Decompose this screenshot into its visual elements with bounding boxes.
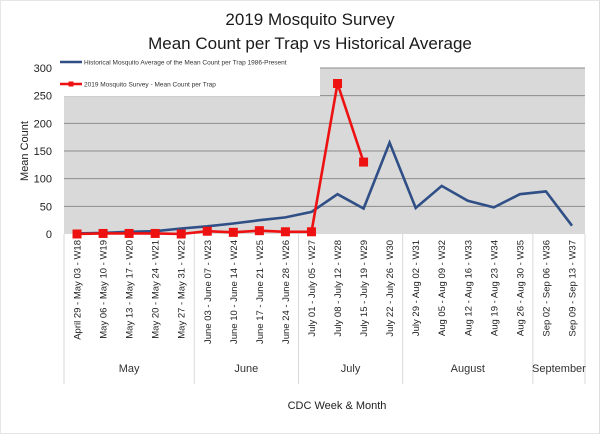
y-axis-title: Mean Count (19, 121, 31, 181)
x-tick-label: July 22 - July 26 - W30 (385, 240, 396, 337)
data-point-2019 (306, 227, 316, 237)
month-label: June (234, 363, 258, 375)
x-tick-label: July 29 - Aug 02 - W31 (411, 240, 422, 336)
series-layer (72, 78, 574, 239)
x-tick-label: June 24 - June 28 - W26 (281, 240, 292, 344)
data-point-2019 (150, 228, 160, 238)
x-tick-label: Sep 02 - Sep 06 - W36 (541, 240, 552, 337)
y-tick-label: 300 (34, 63, 52, 75)
x-axis-title: CDC Week & Month (288, 400, 387, 412)
x-tick-label: May 20 - May 24 - W21 (151, 240, 162, 339)
y-tick-label: 50 (40, 201, 52, 213)
x-tick-label: Aug 05 - Aug 09 - W32 (437, 240, 448, 336)
data-point-2019 (359, 157, 369, 167)
y-axis-ticks: 0 50 100 150 200 250 300 (34, 63, 52, 241)
legend-marker-2019 (68, 81, 74, 87)
x-tick-label: May 13 - May 17 - W20 (125, 240, 136, 339)
x-tick-label: June 17 - June 21 - W25 (255, 240, 266, 344)
x-tick-label: June 10 - June 14 - W24 (229, 240, 240, 344)
data-point-2019 (228, 227, 238, 237)
data-point-2019 (202, 226, 212, 236)
x-tick-label: July 08 - July 12 - W28 (333, 240, 344, 337)
x-tick-label: May 27 - May 31 - W22 (177, 240, 188, 339)
chart-title: 2019 Mosquito Survey (225, 10, 395, 29)
data-point-2019 (333, 78, 343, 88)
x-axis-labels: April 29 - May 03 - W18 May 06 - May 10 -… (73, 240, 579, 344)
month-label: July (341, 363, 361, 375)
y-tick-label: 0 (46, 229, 52, 241)
data-point-2019 (98, 228, 108, 238)
x-tick-label: July 01 - July 05 - W27 (307, 240, 318, 337)
y-tick-label: 150 (34, 146, 52, 158)
x-tick-label: Sep 09 - Sep 13 - W37 (567, 240, 578, 337)
y-tick-label: 100 (34, 174, 52, 186)
month-label: May (119, 363, 140, 375)
x-tick-label: June 03 - June 07 - W23 (203, 240, 214, 344)
data-point-2019 (176, 229, 186, 239)
legend-box (55, 55, 320, 96)
data-point-2019 (72, 229, 82, 239)
y-tick-label: 250 (34, 91, 52, 103)
y-tick-label: 200 (34, 118, 52, 130)
x-tick-label: Aug 12 - Aug 16 - W33 (463, 240, 474, 336)
x-tick-label: May 06 - May 10 - W19 (99, 240, 110, 339)
data-point-2019 (280, 227, 290, 237)
x-tick-label: April 29 - May 03 - W18 (73, 240, 84, 340)
x-tick-label: Aug 26 - Aug 30 - W35 (515, 240, 526, 336)
month-groups: May June July August September (63, 234, 586, 384)
month-label: August (451, 363, 485, 375)
legend-label-historical: Historical Mosquito Average of the Mean … (84, 60, 287, 67)
legend: Historical Mosquito Average of the Mean … (55, 55, 320, 96)
x-tick-label: July 15 - July 19 - W29 (359, 240, 370, 337)
x-tick-label: Aug 19 - Aug 23 - W34 (489, 240, 500, 336)
data-point-2019 (124, 228, 134, 238)
month-label: September (532, 363, 586, 375)
chart-subtitle: Mean Count per Trap vs Historical Averag… (148, 34, 472, 53)
data-point-2019 (254, 226, 264, 236)
legend-label-2019: 2019 Mosquito Survey - Mean Count per Tr… (84, 82, 216, 89)
